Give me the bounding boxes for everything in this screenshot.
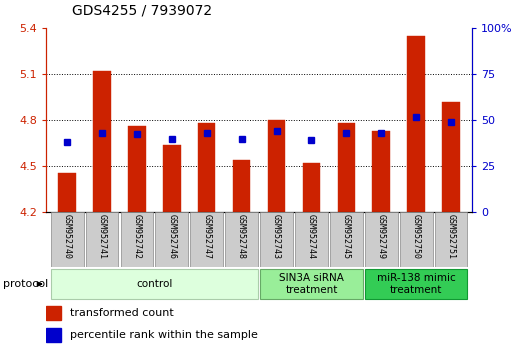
Bar xyxy=(46,327,61,342)
Text: GSM952741: GSM952741 xyxy=(97,214,107,259)
Text: GSM952742: GSM952742 xyxy=(132,214,142,259)
Text: transformed count: transformed count xyxy=(70,308,173,318)
Bar xyxy=(365,269,467,299)
Bar xyxy=(260,269,363,299)
Text: SIN3A siRNA
treatment: SIN3A siRNA treatment xyxy=(279,273,344,295)
Text: GSM952749: GSM952749 xyxy=(377,214,386,259)
Bar xyxy=(330,212,363,267)
Text: percentile rank within the sample: percentile rank within the sample xyxy=(70,330,258,340)
Bar xyxy=(46,306,61,320)
Bar xyxy=(407,36,425,212)
Bar xyxy=(121,212,153,267)
Bar xyxy=(198,124,215,212)
Bar xyxy=(442,102,460,212)
Text: GSM952747: GSM952747 xyxy=(202,214,211,259)
Bar xyxy=(86,212,119,267)
Bar xyxy=(295,212,328,267)
Text: GSM952746: GSM952746 xyxy=(167,214,176,259)
Bar xyxy=(338,124,355,212)
Text: GSM952745: GSM952745 xyxy=(342,214,351,259)
Text: GSM952751: GSM952751 xyxy=(446,214,456,259)
Bar xyxy=(51,212,84,267)
Bar xyxy=(400,212,432,267)
Bar xyxy=(225,212,258,267)
Text: GSM952748: GSM952748 xyxy=(237,214,246,259)
Text: GSM952743: GSM952743 xyxy=(272,214,281,259)
Text: control: control xyxy=(136,279,172,289)
Bar xyxy=(58,172,76,212)
Text: GSM952744: GSM952744 xyxy=(307,214,316,259)
Bar xyxy=(190,212,223,267)
Bar xyxy=(51,269,258,299)
Text: GSM952740: GSM952740 xyxy=(63,214,72,259)
Bar xyxy=(303,163,320,212)
Text: GDS4255 / 7939072: GDS4255 / 7939072 xyxy=(72,4,212,18)
Bar xyxy=(372,131,390,212)
Text: GSM952750: GSM952750 xyxy=(411,214,421,259)
Bar xyxy=(93,71,111,212)
Bar xyxy=(268,120,285,212)
Bar xyxy=(260,212,293,267)
Bar xyxy=(435,212,467,267)
Text: miR-138 mimic
treatment: miR-138 mimic treatment xyxy=(377,273,456,295)
Bar xyxy=(365,212,398,267)
Bar xyxy=(163,145,181,212)
Text: protocol: protocol xyxy=(3,279,48,289)
Bar xyxy=(155,212,188,267)
Bar xyxy=(128,126,146,212)
Bar xyxy=(233,160,250,212)
